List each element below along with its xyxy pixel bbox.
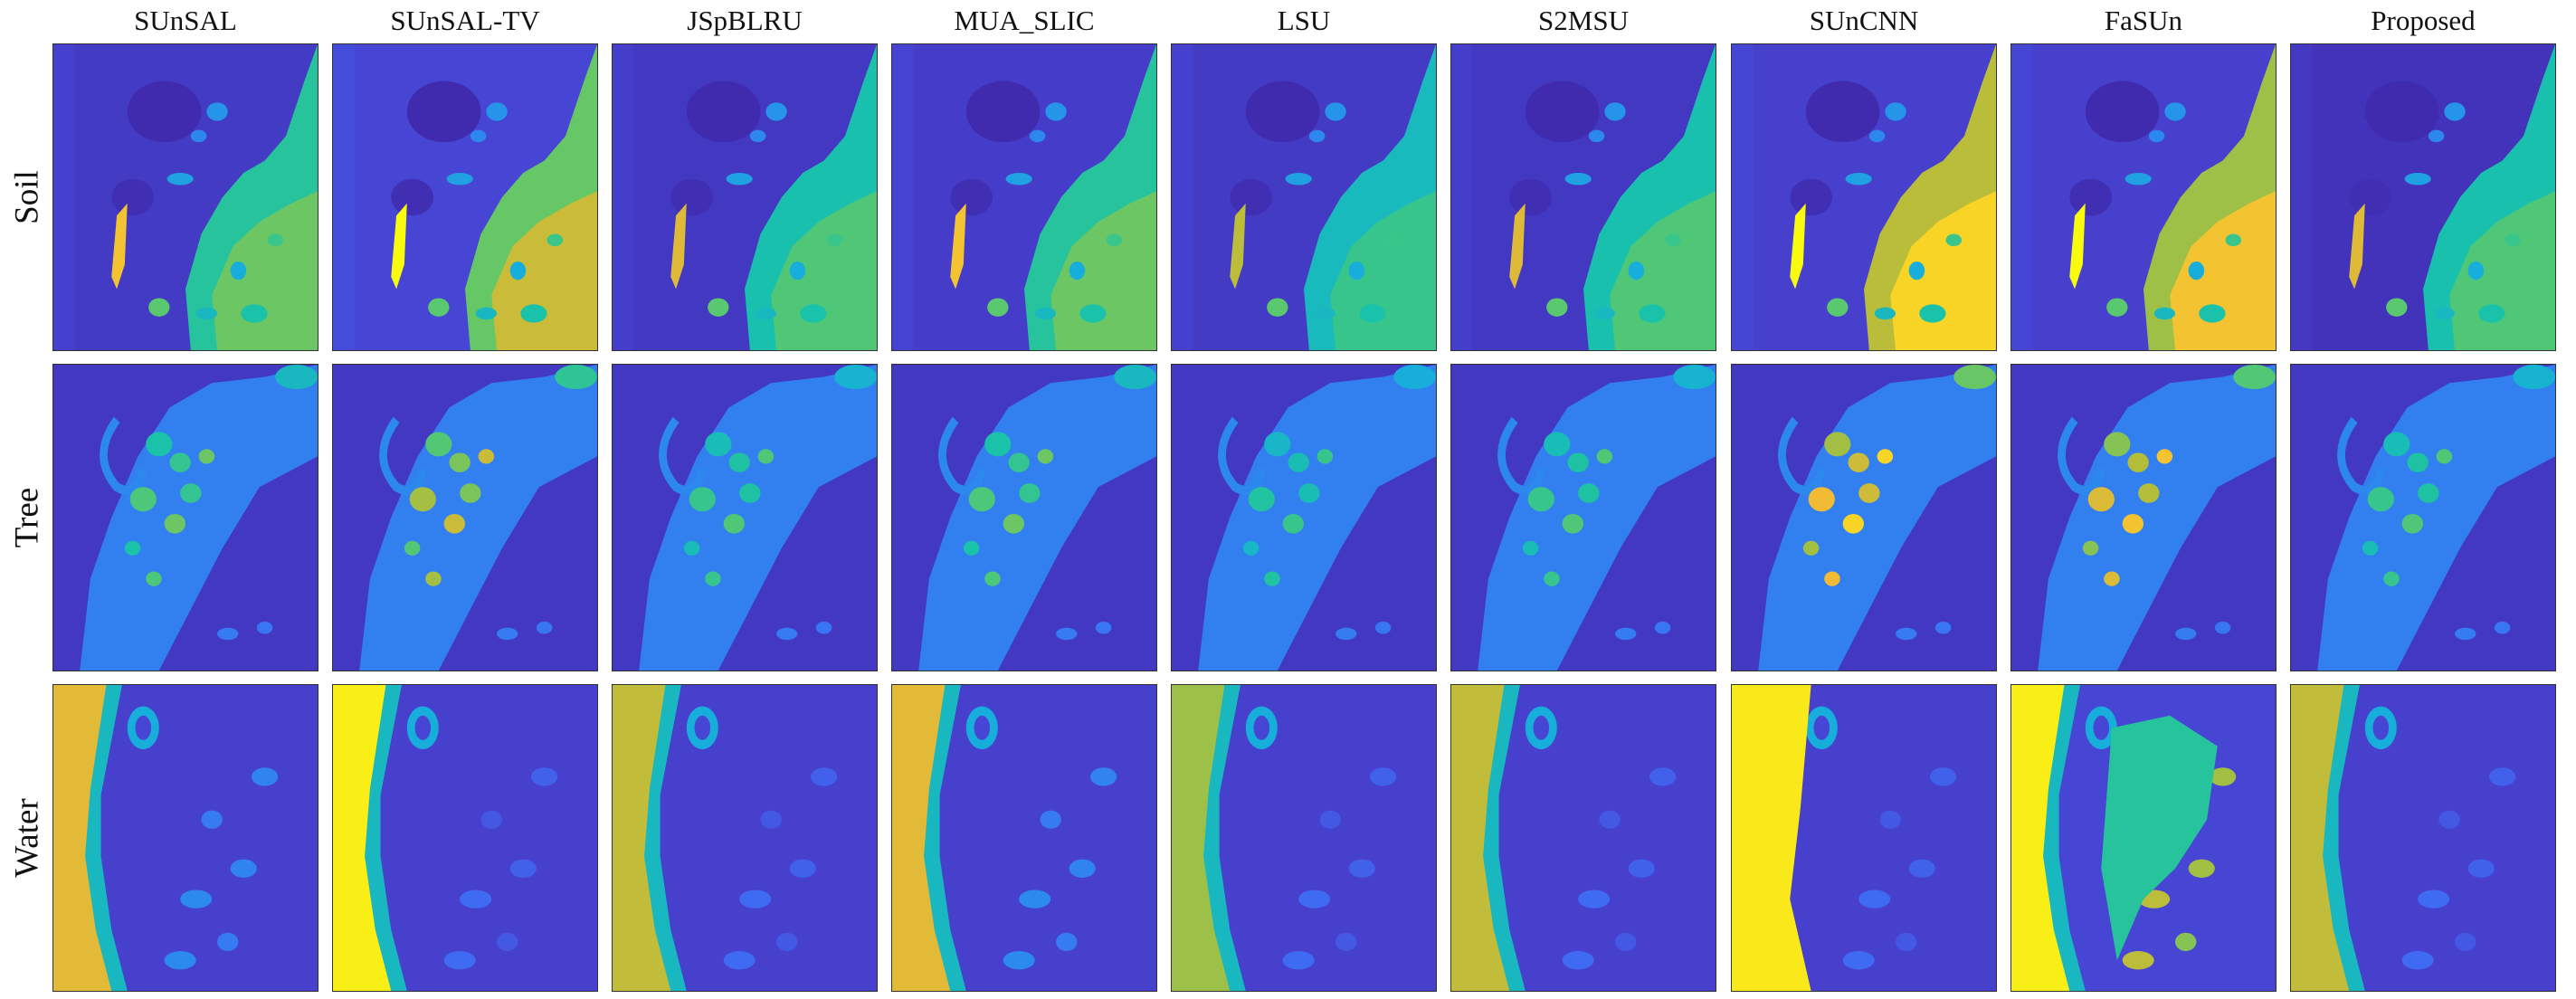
abundance-map-image (333, 365, 597, 671)
row-label-text: Soil (8, 170, 46, 224)
abundance-map-tree-jspblru (612, 364, 878, 671)
abundance-map-water-sunsal-tv (332, 684, 598, 992)
abundance-map-image (1451, 685, 1716, 991)
abundance-map-soil-fasun (2010, 43, 2277, 351)
abundance-map-tree-mua-slic (891, 364, 1157, 671)
abundance-map-image (1451, 365, 1716, 671)
abundance-map-image (2011, 365, 2276, 671)
abundance-map-soil-suncnn (1731, 43, 1997, 351)
column-title-suncnn: SUnCNN (1809, 5, 1919, 36)
abundance-map-soil-sunsal-tv (332, 43, 598, 351)
abundance-map-image (1732, 44, 1996, 350)
column-title-mua-slic: MUA_SLIC (954, 5, 1095, 36)
abundance-map-image (613, 365, 877, 671)
column-title-jspblru: JSpBLRU (687, 5, 803, 36)
abundance-map-image (2291, 44, 2555, 350)
abundance-map-image (53, 44, 318, 350)
column-title-fasun: FaSUn (2104, 5, 2183, 36)
abundance-map-image (333, 44, 597, 350)
abundance-map-tree-s2msu (1450, 364, 1716, 671)
abundance-map-image (892, 685, 1156, 991)
abundance-map-soil-s2msu (1450, 43, 1716, 351)
abundance-map-image (53, 365, 318, 671)
column-title-sunsal: SUnSAL (134, 5, 237, 36)
column-title-proposed: Proposed (2371, 5, 2476, 36)
abundance-map-image (1732, 685, 1996, 991)
abundance-map-image (333, 685, 597, 991)
abundance-map-water-sunsal (52, 684, 318, 992)
abundance-map-tree-sunsal (52, 364, 318, 671)
abundance-map-soil-lsu (1171, 43, 1437, 351)
abundance-map-image (1172, 685, 1436, 991)
abundance-map-image (892, 365, 1156, 671)
abundance-map-image (1172, 365, 1436, 671)
abundance-map-soil-proposed (2290, 43, 2556, 351)
abundance-map-tree-proposed (2290, 364, 2556, 671)
abundance-map-image (2011, 44, 2276, 350)
abundance-map-image (53, 685, 318, 991)
abundance-map-water-jspblru (612, 684, 878, 992)
abundance-map-image (2291, 365, 2555, 671)
abundance-map-soil-sunsal (52, 43, 318, 351)
abundance-map-image (613, 685, 877, 991)
abundance-map-image (613, 44, 877, 350)
column-title-sunsal-tv: SUnSAL-TV (390, 5, 540, 36)
column-title-s2msu: S2MSU (1538, 5, 1629, 36)
abundance-map-image (1451, 44, 1716, 350)
abundance-map-tree-lsu (1171, 364, 1437, 671)
abundance-map-tree-fasun (2010, 364, 2277, 671)
row-label-text: Water (8, 798, 46, 878)
abundance-map-water-suncnn (1731, 684, 1997, 992)
abundance-map-image (1172, 44, 1436, 350)
abundance-map-water-mua-slic (891, 684, 1157, 992)
abundance-map-soil-mua-slic (891, 43, 1157, 351)
abundance-map-water-lsu (1171, 684, 1437, 992)
abundance-map-water-fasun (2010, 684, 2277, 992)
abundance-map-image (1732, 365, 1996, 671)
abundance-map-image (2011, 685, 2276, 991)
abundance-map-tree-sunsal-tv (332, 364, 598, 671)
row-label-text: Tree (8, 487, 46, 548)
abundance-map-image (892, 44, 1156, 350)
abundance-map-soil-jspblru (612, 43, 878, 351)
abundance-map-water-proposed (2290, 684, 2556, 992)
abundance-map-tree-suncnn (1731, 364, 1997, 671)
abundance-map-image (2291, 685, 2555, 991)
abundance-map-water-s2msu (1450, 684, 1716, 992)
column-title-lsu: LSU (1277, 5, 1331, 36)
